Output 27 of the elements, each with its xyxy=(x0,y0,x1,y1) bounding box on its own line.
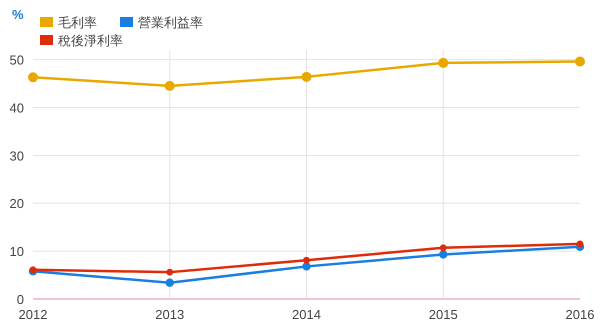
point xyxy=(166,278,174,287)
x-tick-label: 2016 xyxy=(566,307,594,322)
x-tick-label: 2012 xyxy=(18,307,48,322)
y-tick-label: 40 xyxy=(10,100,24,116)
point xyxy=(302,72,312,82)
point xyxy=(440,244,447,252)
point xyxy=(28,72,38,82)
x-tick-label: 2014 xyxy=(292,307,321,322)
point xyxy=(438,58,448,68)
point xyxy=(164,80,175,91)
legend-label: 毛利率 xyxy=(58,15,97,30)
point xyxy=(166,268,174,276)
y-tick-label: 0 xyxy=(16,292,24,307)
point xyxy=(302,262,311,271)
y-tick-label: 20 xyxy=(10,196,24,212)
y-axis-title: % xyxy=(12,7,24,22)
point xyxy=(575,56,585,66)
point xyxy=(576,240,584,248)
legend-label: 營業利益率 xyxy=(138,15,203,30)
x-tick-label: 2013 xyxy=(155,307,184,322)
point xyxy=(303,256,310,264)
x-tick-label: 2015 xyxy=(428,307,458,322)
y-tick-label: 10 xyxy=(10,244,24,260)
point xyxy=(439,250,448,259)
legend-label: 稅後淨利率 xyxy=(58,33,123,48)
y-tick-label: 50 xyxy=(10,52,24,68)
y-tick-label: 30 xyxy=(10,148,24,164)
